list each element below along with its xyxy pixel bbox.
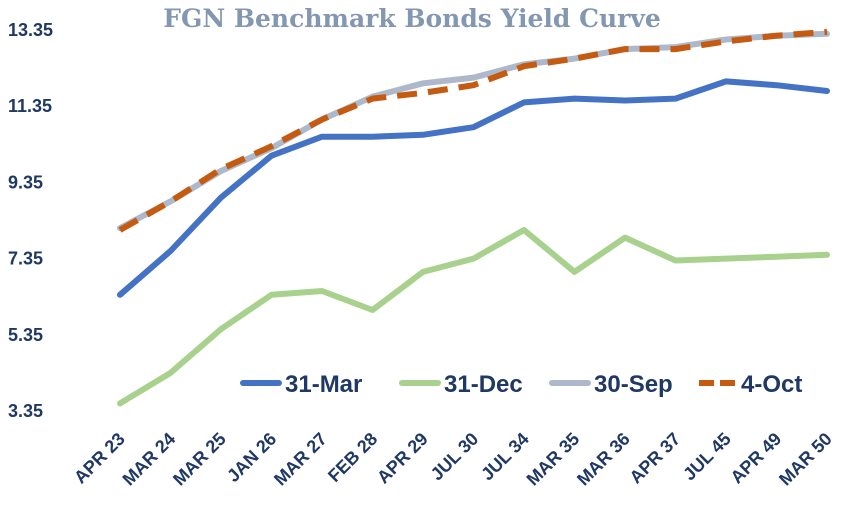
x-tick-label: MAR 36 [573, 429, 634, 490]
legend-label: 30-Sep [594, 371, 673, 398]
series-line-4-oct [118, 28, 828, 233]
series-line-31-dec [117, 227, 830, 407]
x-tick-label: JUL 45 [679, 429, 735, 485]
x-tick-label: MAR 25 [169, 429, 230, 490]
series-layer [117, 28, 830, 407]
y-tick-label: 13.35 [8, 20, 53, 40]
x-tick-label: MAR 24 [119, 429, 180, 490]
y-tick-label: 5.35 [8, 325, 43, 345]
chart-title: FGN Benchmark Bonds Yield Curve [163, 4, 661, 33]
legend-label: 31-Dec [444, 371, 523, 398]
legend: 31-Mar 31-Dec 30-Sep 4-Oct [240, 371, 802, 398]
x-tick-label: APR 37 [626, 429, 685, 488]
y-axis: 13.35 11.35 9.35 7.35 5.35 3.35 [8, 20, 53, 421]
x-tick-label: FEB 28 [324, 429, 381, 486]
series-line-31-mar [117, 78, 830, 298]
legend-label: 4-Oct [741, 371, 802, 398]
x-tick-label: MAR 35 [523, 429, 584, 490]
y-tick-label: 3.35 [8, 401, 43, 421]
x-tick-label: MAR 50 [775, 429, 836, 490]
x-tick-label: APR 29 [373, 429, 432, 488]
x-tick-label: MAR 27 [270, 429, 331, 490]
y-tick-label: 7.35 [8, 249, 43, 269]
x-tick-label: APR 23 [70, 429, 129, 488]
x-tick-label: JUL 30 [427, 429, 483, 485]
y-tick-label: 11.35 [8, 96, 52, 116]
series-line-30-sep [117, 30, 830, 232]
legend-label: 31-Mar [285, 371, 362, 398]
x-tick-label: APR 49 [727, 429, 786, 488]
y-tick-label: 9.35 [8, 172, 43, 192]
